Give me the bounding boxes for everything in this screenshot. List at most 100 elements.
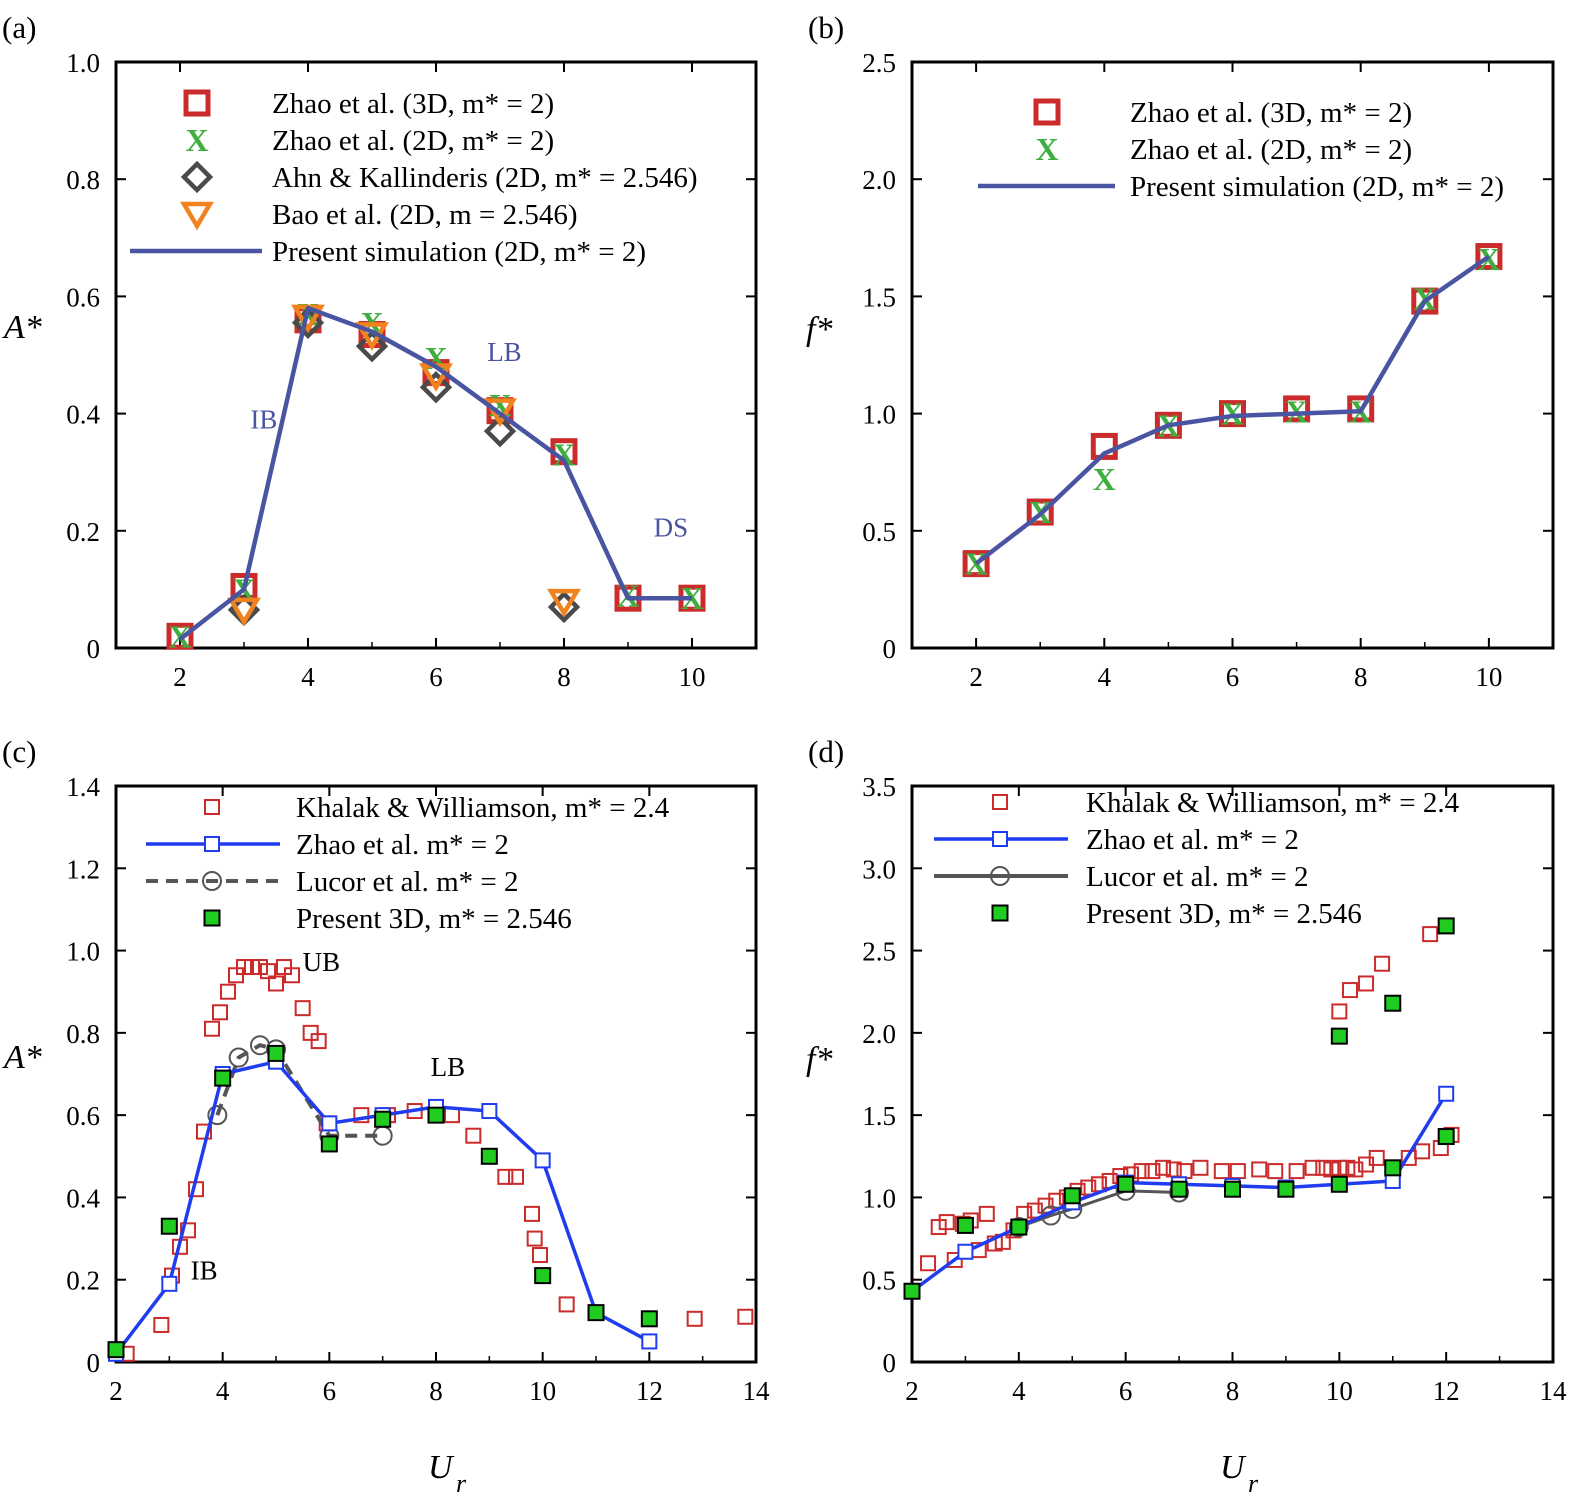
data-point-khalak: [533, 1248, 547, 1262]
legend-marker: [993, 795, 1007, 809]
legend-item: Present simulation (2D, m* = 2): [130, 236, 646, 268]
legend-marker: [993, 832, 1007, 846]
data-point-khalak: [1268, 1164, 1282, 1178]
x-tick-label: 2: [109, 1376, 123, 1406]
xlabel-c: U r: [428, 1449, 467, 1498]
regime-label: IB: [191, 1256, 218, 1286]
data-point-present: [1385, 1160, 1400, 1175]
legend-label: Zhao et al. m* = 2: [1086, 824, 1299, 856]
y-tick-label: 1.5: [862, 282, 896, 312]
data-point-present: [109, 1342, 124, 1357]
data-point-x: X: [168, 618, 191, 654]
legend-item: Bao et al. (2D, m = 2.546): [184, 199, 578, 231]
data-point-khalak: [1415, 1144, 1429, 1158]
x-tick-label: 12: [636, 1376, 663, 1406]
y-tick-label: 1.0: [66, 48, 100, 78]
data-point-khalak: [509, 1170, 523, 1184]
data-point-khalak: [1081, 1181, 1095, 1195]
legend-item: Zhao et al. (3D, m* = 2): [1036, 97, 1412, 129]
legend-marker: [184, 204, 210, 226]
data-point-khalak: [1215, 1164, 1229, 1178]
y-tick-label: 0.6: [66, 282, 100, 312]
series-line-lucor: [1019, 1191, 1179, 1227]
data-point-khalak: [688, 1312, 702, 1326]
xlabel-d: U r: [1220, 1449, 1259, 1498]
data-point-present: [375, 1112, 390, 1127]
data-point-zhao: [322, 1116, 336, 1130]
regime-label: LB: [487, 337, 522, 367]
x-tick-label: 6: [323, 1376, 337, 1406]
panel-label-a: (a): [2, 10, 36, 45]
legend-label: Zhao et al. (2D, m* = 2): [272, 125, 554, 157]
panel-label-c: (c): [2, 734, 36, 769]
data-point-present: [1172, 1182, 1187, 1197]
data-point-khalak: [1306, 1161, 1320, 1175]
legend-label: Present 3D, m* = 2.546: [1086, 898, 1362, 930]
svg-text:r: r: [1248, 1469, 1259, 1498]
data-point-khalak: [1231, 1164, 1245, 1178]
data-point-present: [1065, 1188, 1080, 1203]
x-tick-label: 2: [905, 1376, 919, 1406]
data-point-present: [1332, 1029, 1347, 1044]
data-point-khalak: [528, 1232, 542, 1246]
legend-label: Zhao et al. (3D, m* = 2): [1130, 97, 1412, 129]
data-point-present: [1118, 1177, 1133, 1192]
x-tick-label: 10: [1326, 1376, 1353, 1406]
svg-text:r: r: [456, 1469, 467, 1498]
data-point-khalak: [921, 1256, 935, 1270]
data-point-khalak: [296, 1001, 310, 1015]
legend-label: Lucor et al. m* = 2: [296, 866, 519, 898]
legend-item: Ahn & Kallinderis (2D, m* = 2.546): [184, 162, 698, 194]
data-point-present: [322, 1136, 337, 1151]
y-tick-label: 0.8: [66, 1019, 100, 1049]
legend-label: Present simulation (2D, m* = 2): [1130, 171, 1504, 203]
data-point-khalak: [980, 1207, 994, 1221]
legend-label: Zhao et al. (3D, m* = 2): [272, 88, 554, 120]
y-tick-label: 0: [87, 1348, 101, 1378]
legend-label: Present simulation (2D, m* = 2): [272, 236, 646, 268]
y-tick-label: 0: [883, 634, 897, 664]
x-tick-label: 4: [301, 662, 315, 692]
ylabel-a: A*: [2, 309, 42, 346]
data-point-khalak: [1359, 976, 1373, 990]
y-tick-label: 0.6: [66, 1101, 100, 1131]
data-point-khalak: [1375, 957, 1389, 971]
data-point-x: X: [1093, 461, 1116, 497]
y-tick-label: 0.2: [66, 517, 100, 547]
legend-label: Present 3D, m* = 2.546: [296, 903, 572, 935]
panel-label-b: (b): [808, 10, 844, 45]
legend-label: Bao et al. (2D, m = 2.546): [272, 199, 578, 231]
legend-label: Zhao et al. (2D, m* = 2): [1130, 134, 1412, 166]
legend-marker: [205, 837, 219, 851]
y-tick-label: 0.5: [862, 1266, 896, 1296]
y-tick-label: 3.0: [862, 854, 896, 884]
x-tick-label: 8: [1354, 662, 1368, 692]
y-tick-label: 1.0: [862, 400, 896, 430]
ylabel-b: f*: [806, 311, 832, 348]
data-point-khalak: [940, 1215, 954, 1229]
x-tick-label: 6: [429, 662, 443, 692]
legend-item: Lucor et al. m* = 2: [934, 861, 1309, 893]
data-point-khalak: [1193, 1161, 1207, 1175]
data-point-khalak: [1252, 1162, 1266, 1176]
legend-marker: X: [185, 122, 208, 158]
x-tick-label: 4: [1012, 1376, 1026, 1406]
data-point-khalak: [1135, 1164, 1149, 1178]
data-point-present: [642, 1311, 657, 1326]
x-tick-label: 14: [743, 1376, 771, 1406]
data-point-present: [162, 1219, 177, 1234]
data-point-present: [905, 1284, 920, 1299]
panel-d: 2 4 6 8 10 12 1400.51.01.52.02.53.03.5 Khalak &…: [862, 772, 1567, 1406]
ylabel-d: f*: [806, 1041, 832, 1078]
data-point-present: [958, 1218, 973, 1233]
x-tick-label: 10: [1475, 662, 1502, 692]
legend-item: Present 3D, m* = 2.546: [205, 903, 572, 935]
x-tick-label: 2: [969, 662, 983, 692]
y-tick-label: 0.5: [862, 517, 896, 547]
legend-marker: [993, 906, 1008, 921]
legend-item: Zhao et al. m* = 2: [934, 824, 1299, 856]
legend-label: Khalak & Williamson, m* = 2.4: [296, 792, 670, 824]
x-tick-label: 4: [1098, 662, 1112, 692]
data-point-present: [429, 1108, 444, 1123]
data-point-present: [1439, 1129, 1454, 1144]
